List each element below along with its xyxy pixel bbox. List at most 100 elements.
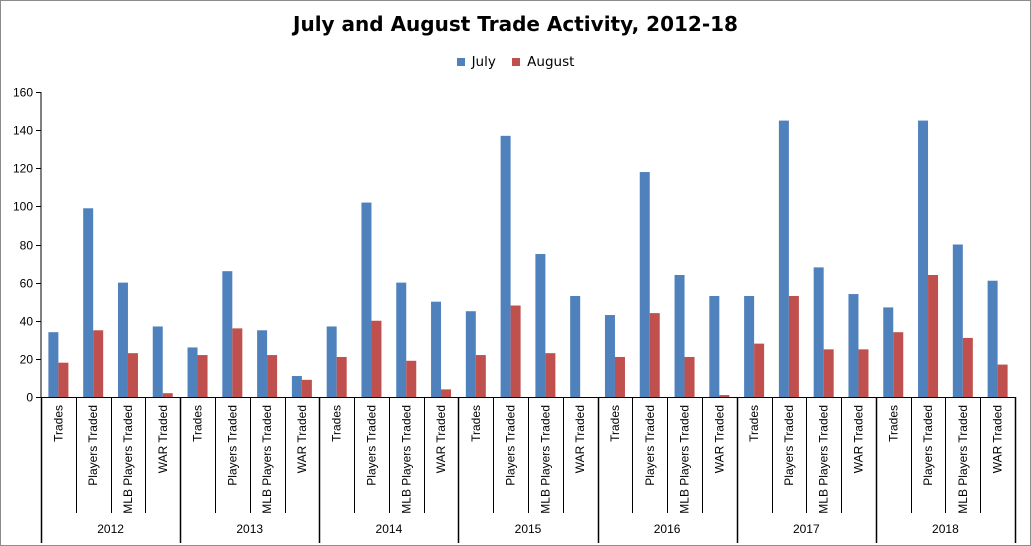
legend-entry-august: August xyxy=(512,54,574,70)
bar-august xyxy=(684,356,695,397)
category-label: MLB Players Traded xyxy=(678,405,692,514)
category-label: MLB Players Traded xyxy=(817,405,831,514)
bar-august xyxy=(649,313,660,398)
bar-august xyxy=(93,330,104,397)
bar-august xyxy=(754,343,765,398)
year-label: 2018 xyxy=(932,522,959,536)
bar-august xyxy=(58,362,69,397)
bar-august xyxy=(371,320,382,397)
bar-july xyxy=(291,376,302,397)
bar-july xyxy=(361,202,372,397)
bar-august xyxy=(893,332,904,397)
chart-title: July and August Trade Activity, 2012-18 xyxy=(293,12,738,36)
year-label: 2014 xyxy=(376,522,403,536)
bar-august xyxy=(858,349,869,397)
bar-august xyxy=(510,305,521,397)
category-label: MLB Players Traded xyxy=(538,405,552,514)
bar-august xyxy=(997,364,1008,397)
bar-july xyxy=(987,280,998,397)
year-label: 2013 xyxy=(236,522,263,536)
year-label: 2017 xyxy=(793,522,820,536)
bar-july xyxy=(465,311,476,397)
y-tick-label: 80 xyxy=(20,239,34,253)
category-label: Players Traded xyxy=(643,405,657,486)
category-label: Trades xyxy=(51,405,65,442)
bar-july xyxy=(709,295,720,397)
bar-august xyxy=(232,328,243,398)
bar-july xyxy=(535,254,546,397)
category-label: MLB Players Traded xyxy=(399,405,413,514)
bar-august xyxy=(336,356,347,397)
legend-label-august: August xyxy=(527,54,575,70)
category-label: WAR Traded xyxy=(712,405,726,473)
bar-july xyxy=(952,244,963,397)
bar-july xyxy=(48,332,59,397)
bar-august xyxy=(301,379,312,397)
year-label: 2016 xyxy=(654,522,681,536)
category-label: MLB Players Traded xyxy=(956,405,970,514)
category-label: WAR Traded xyxy=(573,405,587,473)
category-label: Players Traded xyxy=(365,405,379,486)
legend: July August xyxy=(0,54,1031,70)
y-tick-label: 120 xyxy=(13,162,33,176)
category-label: WAR Traded xyxy=(434,405,448,473)
bar-july xyxy=(222,271,233,397)
bar-july xyxy=(674,275,685,397)
legend-label-july: July xyxy=(471,54,496,70)
bar-august xyxy=(928,275,939,397)
category-label: WAR Traded xyxy=(156,405,170,473)
category-label: MLB Players Traded xyxy=(260,405,274,514)
bar-august xyxy=(788,295,799,397)
category-label: WAR Traded xyxy=(295,405,309,473)
bar-august xyxy=(127,353,138,397)
bar-july xyxy=(813,267,824,398)
bar-july xyxy=(570,295,581,397)
category-label: Trades xyxy=(191,405,205,442)
category-label: Players Traded xyxy=(504,405,518,486)
bar-august xyxy=(267,355,278,397)
category-label: Players Traded xyxy=(921,405,935,486)
bar-july xyxy=(152,326,163,397)
bar-july xyxy=(883,307,894,397)
y-tick-label: 140 xyxy=(13,124,33,138)
bar-august xyxy=(406,360,417,397)
bar-august xyxy=(719,395,730,397)
y-tick-label: 160 xyxy=(13,86,33,100)
legend-swatch-july xyxy=(456,58,465,66)
bar-august xyxy=(162,393,173,397)
category-label: WAR Traded xyxy=(991,405,1005,473)
year-label: 2012 xyxy=(97,522,124,536)
bar-august xyxy=(197,355,208,397)
bar-august xyxy=(823,349,834,397)
y-tick-label: 60 xyxy=(20,277,34,291)
bar-august xyxy=(475,355,486,397)
category-label: WAR Traded xyxy=(852,405,866,473)
category-label: Trades xyxy=(469,405,483,442)
bar-july xyxy=(604,315,615,397)
category-label: MLB Players Traded xyxy=(121,405,135,514)
bar-july xyxy=(778,120,789,397)
bar-august xyxy=(441,389,452,398)
bar-august xyxy=(962,337,973,397)
bar-july xyxy=(639,172,650,397)
category-label: Players Traded xyxy=(86,405,100,486)
bar-august xyxy=(545,353,556,397)
bar-july xyxy=(918,120,929,397)
bar-july xyxy=(431,301,442,397)
bar-july xyxy=(187,347,198,397)
category-label: Trades xyxy=(330,405,344,442)
bar-july xyxy=(396,282,407,398)
y-tick-label: 0 xyxy=(26,391,33,405)
bar-august xyxy=(614,356,625,397)
legend-swatch-august xyxy=(512,58,521,66)
bar-july xyxy=(848,294,859,397)
category-label: Trades xyxy=(747,405,761,442)
bar-july xyxy=(326,326,337,397)
y-tick-label: 100 xyxy=(13,200,33,214)
bar-july xyxy=(117,282,128,398)
bar-july xyxy=(500,135,511,397)
bar-july xyxy=(83,208,94,397)
bar-july xyxy=(744,295,755,397)
